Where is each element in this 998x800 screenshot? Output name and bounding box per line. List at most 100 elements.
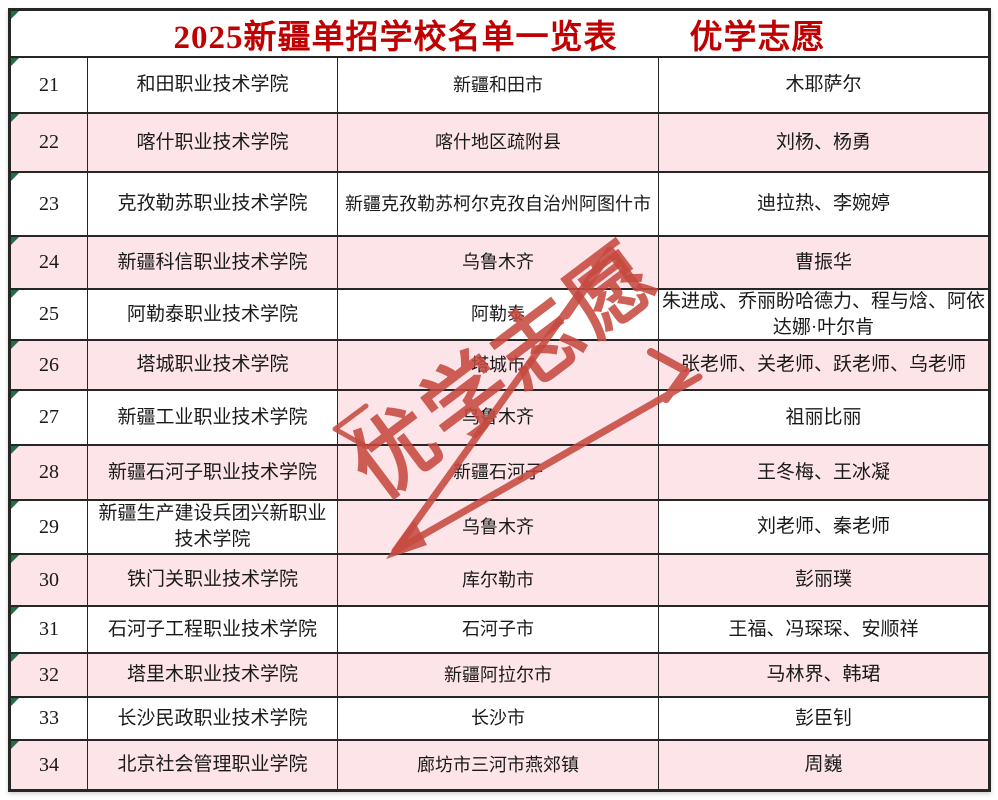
table-row: 34 北京社会管理职业学院 廊坊市三河市燕郊镇 周巍 [11,741,988,789]
row-number: 32 [39,663,59,686]
table-title-row: 2025新疆单招学校名单一览表 优学志愿 [11,11,988,58]
table-row: 25 阿勒泰职业技术学院 阿勒泰 朱进成、乔丽盼哈德力、程与焓、阿依达娜·叶尔肯 [11,290,988,341]
row-number: 21 [39,73,59,96]
school-name-cell: 铁门关职业技术学院 [88,555,338,605]
school-name-cell: 新疆石河子职业技术学院 [88,446,338,499]
table-row: 31 石河子工程职业技术学院 石河子市 王福、冯琛琛、安顺祥 [11,607,988,654]
row-number: 24 [39,251,59,273]
page-title: 2025新疆单招学校名单一览表 [173,19,618,56]
teachers-cell: 刘杨、杨勇 [775,131,871,153]
city-cell: 喀什地区疏附县 [338,114,659,171]
city-cell: 乌鲁木齐 [338,501,659,553]
teachers-cell: 王福、冯琛琛、安顺祥 [728,618,919,640]
teachers-cell: 王冬梅、王冰凝 [756,461,890,483]
school-name-cell: 新疆生产建设兵团兴新职业技术学院 [88,501,338,553]
city-cell: 乌鲁木齐 [338,237,659,288]
row-number-cell: 34 [11,741,88,789]
teachers-cell: 迪拉热、李婉婷 [756,193,890,215]
table-row: 32 塔里木职业技术学院 新疆阿拉尔市 马林界、韩珺 [11,654,988,698]
cell-flag-triangle [11,341,19,349]
cell-flag-triangle [11,173,19,181]
cell-flag-triangle [11,607,19,615]
table-row: 26 塔城职业技术学院 塔城市 张老师、关老师、跃老师、乌老师 [11,341,988,391]
table-row: 22 喀什职业技术学院 喀什地区疏附县 刘杨、杨勇 [11,114,988,173]
city-cell: 新疆克孜勒苏柯尔克孜自治州阿图什市 [338,173,659,235]
row-number: 22 [39,131,59,153]
school-name-cell: 长沙民政职业技术学院 [88,698,338,739]
school-name-cell: 新疆科信职业技术学院 [88,237,338,288]
row-number-cell: 32 [11,654,88,696]
cell-flag-triangle [11,654,19,662]
cell-flag-triangle [11,290,19,298]
teachers-cell: 朱进成、乔丽盼哈德力、程与焓、阿依达娜·叶尔肯 [662,290,986,338]
row-number: 23 [39,192,59,215]
teachers-cell: 周巍 [804,754,843,776]
school-name-cell: 北京社会管理职业学院 [88,741,338,789]
cell-flag-triangle [11,58,19,66]
row-number: 29 [39,515,59,538]
teachers-cell: 马林界、韩珺 [766,664,881,686]
row-number: 27 [39,406,59,428]
cell-flag-triangle [11,555,19,563]
row-number: 30 [39,568,59,591]
city-cell: 乌鲁木齐 [338,391,659,444]
cell-flag-triangle [11,698,19,706]
school-table: 2025新疆单招学校名单一览表 优学志愿 21 和田职业技术学院 新疆和田市 木… [8,8,991,792]
city-cell: 阿勒泰 [338,290,659,339]
row-number-cell: 33 [11,698,88,739]
cell-flag-triangle [11,741,19,749]
teachers-cell: 木耶萨尔 [785,74,862,96]
cell-flag-triangle [11,391,19,399]
teachers-cell: 刘老师、秦老师 [756,516,890,538]
teachers-cell: 曹振华 [794,251,852,273]
school-name-cell: 塔里木职业技术学院 [88,654,338,696]
teachers-cell: 彭臣钊 [794,707,852,729]
row-number-cell: 31 [11,607,88,652]
row-number-cell: 26 [11,341,88,389]
row-number-cell: 30 [11,555,88,605]
city-cell: 石河子市 [338,607,659,652]
table-row: 24 新疆科信职业技术学院 乌鲁木齐 曹振华 [11,237,988,290]
row-number: 26 [39,353,59,376]
city-cell: 新疆阿拉尔市 [338,654,659,696]
school-name-cell: 克孜勒苏职业技术学院 [88,173,338,235]
row-number: 28 [39,461,59,483]
row-number-cell: 22 [11,114,88,171]
row-number-cell: 21 [11,58,88,112]
table-row: 29 新疆生产建设兵团兴新职业技术学院 乌鲁木齐 刘老师、秦老师 [11,501,988,555]
table-row: 27 新疆工业职业技术学院 乌鲁木齐 祖丽比丽 [11,391,988,446]
table-row: 30 铁门关职业技术学院 库尔勒市 彭丽璞 [11,555,988,607]
school-name-cell: 喀什职业技术学院 [88,114,338,171]
row-number: 33 [39,707,59,729]
row-number-cell: 29 [11,501,88,553]
school-name-cell: 塔城职业技术学院 [88,341,338,389]
teachers-cell: 张老师、关老师、跃老师、乌老师 [680,354,966,376]
row-number-cell: 23 [11,173,88,235]
row-number-cell: 24 [11,237,88,288]
row-number-cell: 27 [11,391,88,444]
city-cell: 长沙市 [338,698,659,739]
school-name-cell: 和田职业技术学院 [88,58,338,112]
table-row: 23 克孜勒苏职业技术学院 新疆克孜勒苏柯尔克孜自治州阿图什市 迪拉热、李婉婷 [11,173,988,237]
table-body: 21 和田职业技术学院 新疆和田市 木耶萨尔 22 喀什职业技术学院 喀什地区疏… [11,58,988,789]
row-number: 31 [39,618,59,640]
cell-flag-triangle [11,501,19,509]
brand-title: 优学志愿 [689,19,826,56]
city-cell: 新疆石河子 [338,446,659,499]
school-name-cell: 石河子工程职业技术学院 [88,607,338,652]
cell-flag-triangle [11,114,19,122]
teachers-cell: 祖丽比丽 [785,406,862,428]
table-row: 33 长沙民政职业技术学院 长沙市 彭臣钊 [11,698,988,741]
cell-flag-triangle [11,11,19,19]
school-name-cell: 阿勒泰职业技术学院 [88,290,338,339]
city-cell: 新疆和田市 [338,58,659,112]
row-number: 25 [39,303,59,325]
teachers-cell: 彭丽璞 [794,569,852,591]
cell-flag-triangle [11,446,19,454]
table-row: 21 和田职业技术学院 新疆和田市 木耶萨尔 [11,58,988,114]
cell-flag-triangle [11,237,19,245]
table-row: 28 新疆石河子职业技术学院 新疆石河子 王冬梅、王冰凝 [11,446,988,501]
row-number: 34 [39,753,59,776]
city-cell: 库尔勒市 [338,555,659,605]
row-number-cell: 28 [11,446,88,499]
